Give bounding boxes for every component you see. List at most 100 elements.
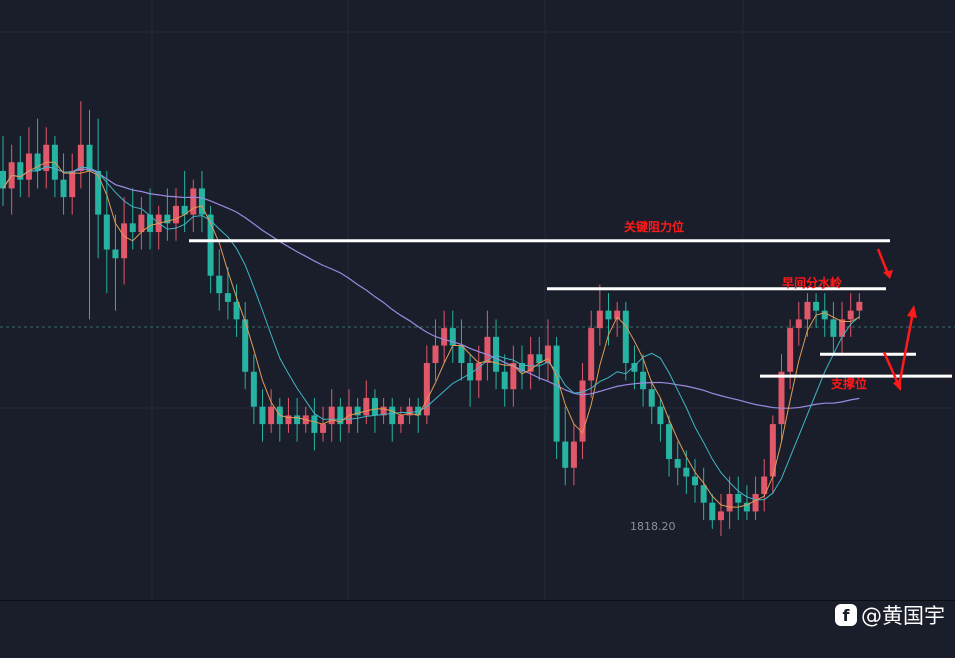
candle-body — [579, 380, 586, 442]
candle-body — [769, 424, 776, 477]
candle-body — [95, 170, 102, 215]
candle-body — [17, 162, 24, 180]
candle-body — [804, 301, 811, 320]
candle-body — [743, 502, 750, 512]
key-resistance-label: 关键阻力位 — [624, 220, 685, 234]
candle-body — [86, 144, 93, 171]
candle-body — [458, 345, 465, 364]
candle-body — [380, 406, 387, 416]
candle-body — [700, 485, 707, 503]
candle-body — [129, 223, 136, 233]
candle-body — [519, 363, 525, 372]
candle-body — [406, 406, 413, 416]
bull-bear-line-label: 早间分水岭 — [782, 276, 843, 290]
moving-averages — [2, 161, 860, 508]
candle-body — [354, 406, 361, 416]
candle-body — [484, 336, 491, 364]
candle-body — [640, 371, 647, 390]
candle-body — [666, 424, 673, 460]
candle-body — [337, 406, 344, 425]
candle-body — [674, 459, 681, 468]
candle-body — [761, 476, 768, 494]
candle-body — [726, 493, 733, 512]
candle-body — [164, 214, 171, 224]
candlesticks — [0, 101, 863, 536]
candle-body — [294, 415, 301, 425]
level-lines — [189, 239, 952, 378]
candle-body — [735, 493, 742, 503]
candle-body — [510, 363, 517, 390]
candle-body — [813, 301, 820, 311]
ma-mid-line — [2, 166, 860, 501]
support-label: 支撑位 — [831, 377, 868, 391]
candle-body — [121, 223, 128, 259]
candle-body — [190, 188, 197, 215]
candle-body — [527, 354, 534, 372]
candle-body — [328, 406, 335, 425]
direction-arrows — [876, 248, 917, 391]
chart-grid — [0, 0, 955, 600]
candle-body — [821, 310, 828, 320]
candle-body — [147, 214, 154, 233]
arrowhead-icon — [883, 270, 893, 279]
candle-body — [320, 424, 327, 433]
candle-body — [467, 363, 474, 381]
session-low-label: 1818.20 — [630, 520, 676, 533]
candle-body — [631, 363, 638, 372]
price-chart — [0, 0, 955, 600]
candle-body — [752, 493, 759, 512]
candle-body — [536, 354, 543, 364]
candle-body — [103, 214, 110, 250]
candle-body — [588, 328, 595, 381]
candle-body — [475, 363, 482, 381]
candle-body — [449, 328, 456, 346]
candle-body — [371, 397, 378, 416]
candle-body — [207, 214, 214, 276]
candle-body — [311, 415, 318, 433]
candle-body — [181, 205, 188, 215]
arrowhead-icon — [893, 379, 901, 391]
candle-body — [622, 310, 629, 364]
candle-body — [423, 363, 430, 416]
candle-body — [432, 345, 439, 364]
candle-body — [173, 205, 179, 224]
watermark: f @黄国宇 — [835, 600, 945, 630]
candle-body — [605, 310, 612, 320]
candle-body — [389, 406, 396, 425]
watermark-handle: @黄国宇 — [861, 604, 945, 628]
candle-body — [25, 153, 32, 180]
candle-body — [692, 476, 698, 486]
ma-slow-line — [2, 165, 860, 409]
candle-body — [709, 502, 716, 521]
candle-body — [830, 319, 837, 337]
candle-body — [242, 319, 249, 372]
candle-body — [648, 389, 655, 407]
candle-body — [847, 310, 854, 320]
candle-body — [69, 170, 76, 198]
candle-body — [112, 249, 119, 259]
candle-body — [717, 511, 724, 521]
candle-body — [778, 371, 785, 425]
candle-body — [657, 406, 664, 425]
candle-body — [268, 406, 275, 425]
candle-body — [34, 153, 41, 171]
ma-fast-line — [2, 161, 860, 508]
candle-body — [43, 144, 50, 171]
candle-body — [224, 293, 231, 302]
candle-body — [553, 345, 560, 442]
candle-body — [397, 415, 404, 425]
candle-body — [787, 328, 794, 372]
candle-body — [216, 275, 223, 294]
candle-body — [441, 328, 448, 346]
candle-body — [250, 371, 257, 407]
candle-body — [614, 310, 621, 320]
candle-body — [596, 310, 603, 329]
candle-body — [493, 336, 500, 372]
candle-body — [77, 144, 84, 171]
candle-body — [0, 170, 6, 189]
candle-body — [285, 415, 292, 425]
arrow-down-icon — [876, 248, 890, 275]
candle-body — [856, 301, 863, 311]
arrowhead-icon — [907, 305, 917, 318]
candle-body — [198, 188, 205, 215]
